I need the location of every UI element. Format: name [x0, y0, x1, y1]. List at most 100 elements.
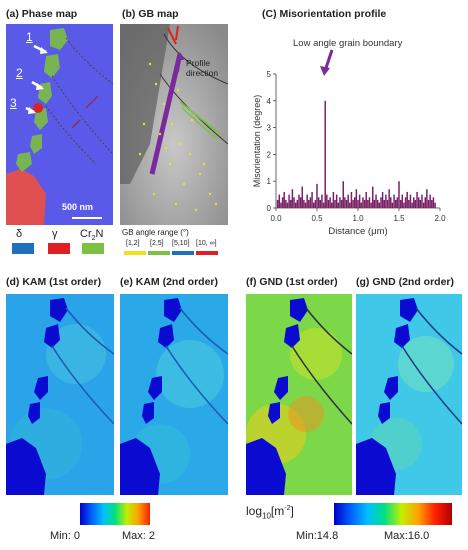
- y-tick-label: 2: [267, 150, 272, 159]
- chart-bar: [335, 194, 338, 208]
- gb-range-1-swatch: [124, 251, 146, 255]
- chart-bar: [293, 197, 295, 208]
- chart-bar: [276, 199, 279, 208]
- legend-cr2n-swatch: [82, 243, 104, 254]
- chart-bar: [409, 194, 412, 208]
- chart-bar: [326, 194, 328, 208]
- chart-bar: [380, 197, 382, 208]
- chart-bar: [332, 191, 335, 208]
- chart-bar: [299, 197, 302, 208]
- chart-bar: [342, 181, 344, 208]
- chart-bar: [322, 202, 325, 208]
- profile-direction-label: Profile direction: [186, 58, 219, 78]
- chart-bar: [426, 189, 428, 208]
- chart-bar: [413, 197, 415, 208]
- chart-bar: [403, 202, 405, 208]
- gb-range-2-swatch: [148, 251, 170, 255]
- annotation-arrow: [324, 49, 334, 69]
- chart-bar: [367, 199, 369, 208]
- chart-bar: [355, 189, 358, 208]
- marker-2: 2: [16, 66, 23, 80]
- chart-bar: [370, 202, 372, 208]
- marker-1: 1: [26, 30, 33, 44]
- chart-bar: [388, 189, 390, 208]
- chart-bar: [309, 197, 312, 208]
- y-axis-label: Misorientation (degree): [252, 95, 262, 188]
- chart-bar: [432, 197, 435, 208]
- gb-range-3-label: [5,10]: [172, 240, 190, 247]
- chart-bar: [404, 197, 407, 208]
- panel-label-g: (g) GND (2nd order): [356, 276, 454, 288]
- scale-bar-label: 500 nm: [62, 202, 94, 212]
- gnd-2nd-order-map: [356, 294, 462, 495]
- chart-bar: [393, 194, 395, 208]
- chart-bar: [288, 194, 290, 208]
- chart-bar: [398, 181, 400, 208]
- chart-bar: [329, 197, 331, 208]
- panel-label-d: (d) KAM (1st order): [6, 276, 102, 288]
- gb-map-svg: [120, 24, 228, 225]
- chart-bar: [350, 191, 353, 208]
- panel-label-e: (e) KAM (2nd order): [120, 276, 218, 288]
- gb-map-image: Profile direction: [120, 24, 228, 225]
- panel-label-a: (a) Phase map: [6, 8, 78, 20]
- marker-3: 3: [10, 96, 17, 110]
- chart-bar: [383, 199, 385, 208]
- chart-bar: [373, 199, 376, 208]
- legend-gamma-label: γ: [52, 228, 58, 240]
- x-tick-label: 1.0: [352, 214, 364, 223]
- kam-colorbar: [80, 503, 150, 525]
- chart-bar: [290, 199, 292, 208]
- chart-bar: [360, 202, 363, 208]
- chart-bar: [375, 194, 377, 208]
- chart-bar: [352, 199, 354, 208]
- gb-range-2-label: [2,5]: [150, 240, 164, 247]
- legend-cr2n-label: Cr2N: [80, 228, 104, 243]
- chart-bar: [331, 202, 333, 208]
- chart-bars: [276, 100, 436, 208]
- chart-bar: [357, 199, 359, 208]
- phase-map-svg: [6, 24, 113, 225]
- y-tick-label: 4: [267, 97, 272, 106]
- chart-bar: [391, 202, 394, 208]
- chart-bar: [347, 194, 349, 208]
- chart-bar: [427, 199, 430, 208]
- chart-bar: [316, 183, 318, 208]
- chart-bar: [408, 199, 410, 208]
- chart-bar: [378, 202, 381, 208]
- chart-bar: [385, 194, 387, 208]
- chart-bar: [386, 199, 389, 208]
- gb-range-4-label: [10, ∞]: [196, 240, 217, 247]
- chart-bar: [283, 191, 285, 208]
- gb-range-4-swatch: [196, 251, 218, 255]
- chart-bar: [304, 202, 307, 208]
- chart-bar: [303, 199, 305, 208]
- x-tick-label: 1.5: [393, 214, 405, 223]
- chart-bar: [291, 189, 294, 208]
- x-tick-label: 2.0: [434, 214, 446, 223]
- chart-bar: [396, 197, 399, 208]
- chart-bar: [281, 197, 284, 208]
- chart-bar: [390, 197, 392, 208]
- chart-bar: [368, 197, 371, 208]
- chart-bar: [306, 194, 308, 208]
- chart-bar: [317, 197, 320, 208]
- chart-bar: [296, 199, 299, 208]
- x-axis-label: Distance (μm): [328, 226, 387, 237]
- chart-bar: [339, 197, 341, 208]
- chart-bar: [429, 194, 431, 208]
- chart-bar: [312, 202, 315, 208]
- gb-legend-title: GB angle range (°): [122, 228, 189, 237]
- chart-bar: [285, 199, 287, 208]
- chart-bar: [399, 199, 402, 208]
- y-tick-label: 5: [267, 70, 272, 79]
- chart-bar: [349, 202, 351, 208]
- chart-bar: [376, 199, 379, 208]
- chart-bar: [394, 199, 397, 208]
- chart-bar: [340, 199, 343, 208]
- kam-1st-order-map: [6, 294, 114, 495]
- chart-bar: [286, 202, 289, 208]
- chart-bar: [308, 199, 310, 208]
- chart-bar: [314, 199, 317, 208]
- chart-bar: [416, 191, 418, 208]
